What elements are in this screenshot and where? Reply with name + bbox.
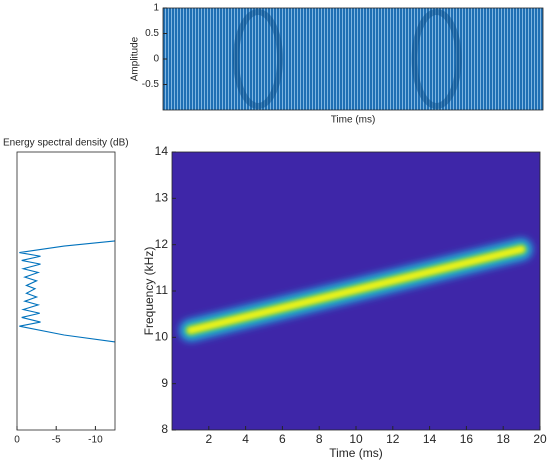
x-axis-label: Time (ms): [329, 446, 383, 460]
beat-pattern: [411, 9, 462, 109]
x-tick-label: 18: [497, 432, 511, 446]
x-tick-label: 4: [242, 432, 249, 446]
x-tick-label: -10: [88, 435, 103, 446]
signal-band: [163, 8, 543, 110]
y-tick-label: 10: [155, 330, 169, 344]
y-tick-label: 1: [153, 3, 159, 14]
ridge: [187, 246, 525, 333]
y-tick-label: 12: [155, 237, 169, 251]
esd-line: [19, 240, 116, 343]
chart-title: Energy spectral density (dB): [3, 138, 129, 149]
y-tick-label: 11: [156, 283, 169, 297]
x-tick-label: 12: [386, 432, 400, 446]
x-tick-label: 20: [533, 432, 547, 446]
x-tick-label: 8: [316, 432, 323, 446]
x-tick-label: 2: [205, 432, 212, 446]
y-tick-label: 0: [153, 54, 159, 65]
x-tick-label: -5: [52, 435, 61, 446]
y-tick-label: 0.5: [145, 28, 159, 39]
y-tick-label: 9: [161, 376, 168, 390]
y-axis-label: Frequency (kHz): [142, 247, 156, 336]
y-tick-label: 8: [161, 422, 168, 436]
x-tick-label: 16: [460, 432, 474, 446]
y-tick-label: 13: [155, 191, 169, 205]
x-tick-label: 0: [14, 435, 20, 446]
y-axis-label: Amplitude: [130, 36, 141, 81]
y-tick-label: 14: [155, 144, 169, 158]
x-tick-label: 6: [279, 432, 286, 446]
x-tick-label: 14: [423, 432, 437, 446]
axes-box: [16, 151, 116, 431]
y-tick-label: -0.5: [142, 79, 160, 90]
x-tick-label: 10: [349, 432, 363, 446]
beat-pattern: [233, 9, 283, 109]
x-axis-label: Time (ms): [331, 115, 376, 126]
